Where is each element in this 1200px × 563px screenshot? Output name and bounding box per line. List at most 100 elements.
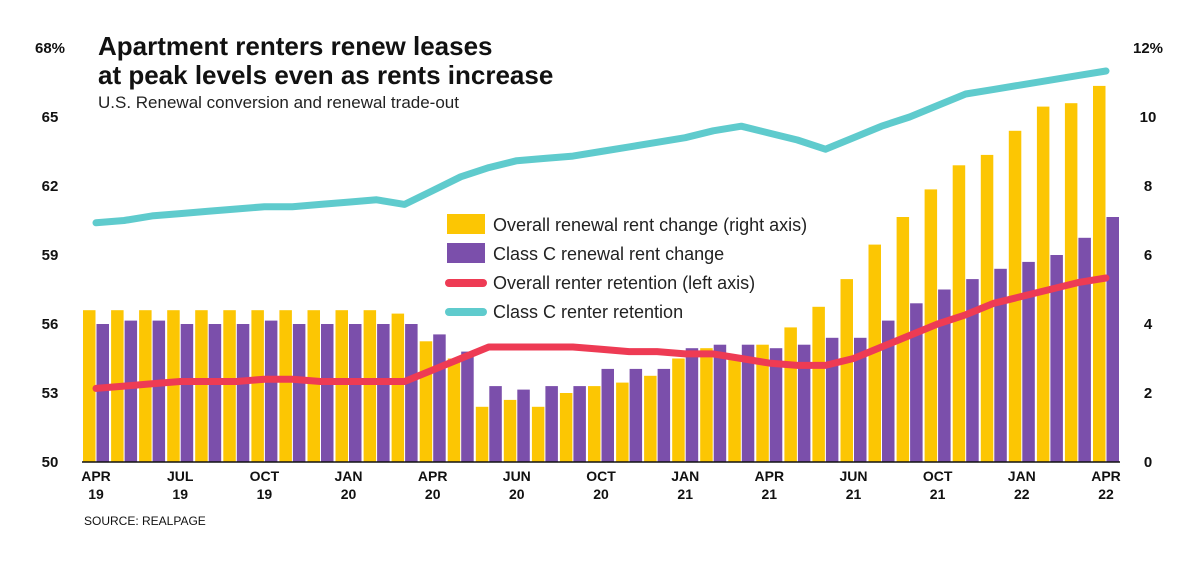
legend-class-c-renewal-rent-change-label: Class C renewal rent change: [493, 244, 724, 264]
x-tick-label-month: APR: [755, 468, 785, 484]
bar-overall-renewal-rent-change: [531, 406, 545, 462]
bar-overall-renewal-rent-change: [363, 310, 377, 462]
x-tick-label-month: JAN: [671, 468, 699, 484]
bar-class-c-renewal-rent-change: [349, 324, 362, 462]
bar-class-c-renewal-rent-change: [180, 324, 194, 462]
x-tick-label-year: 21: [930, 486, 946, 502]
x-tick-label-month: JUL: [167, 468, 194, 484]
x-tick-label-year: 21: [677, 486, 693, 502]
x-tick-label-year: 19: [257, 486, 273, 502]
bar-overall-renewal-rent-change: [728, 358, 741, 462]
bar-class-c-renewal-rent-change: [517, 389, 530, 462]
bar-class-c-renewal-rent-change: [966, 279, 979, 462]
line-overall-renter-retention: [92, 274, 1110, 392]
bar-class-c-renewal-rent-change: [910, 303, 923, 462]
legend-overall-renewal-rent-change-swatch: [447, 214, 485, 234]
bar-overall-renewal-rent-change: [279, 310, 292, 462]
chart-legend: Overall renewal rent change (right axis)…: [445, 214, 807, 322]
bar-overall-renewal-rent-change: [756, 344, 769, 462]
x-tick-label-month: JAN: [334, 468, 362, 484]
legend-overall-renter-retention-label: Overall renter retention (left axis): [493, 273, 755, 293]
x-tick-label-year: 20: [341, 486, 357, 502]
bar-class-c-renewal-rent-change: [797, 344, 811, 462]
bar-overall-renewal-rent-change: [1093, 85, 1106, 463]
y-left-tick-label: 50: [42, 454, 59, 471]
chart-title-line-1: Apartment renters renew leases: [98, 31, 493, 61]
bar-class-c-renewal-rent-change: [1022, 261, 1035, 462]
bar-class-c-renewal-rent-change: [236, 324, 250, 462]
legend-class-c-renter-retention-label: Class C renter retention: [493, 302, 683, 322]
x-tick-label-month: OCT: [586, 468, 616, 484]
x-tick-label-month: APR: [1091, 468, 1121, 484]
bar-class-c-renewal-rent-change: [1050, 255, 1063, 462]
bar-class-c-renewal-rent-change: [461, 351, 474, 462]
y-right-tick-label: 4: [1144, 316, 1153, 333]
x-tick-label-year: 19: [172, 486, 188, 502]
bar-overall-renewal-rent-change: [391, 313, 405, 462]
bar-class-c-renewal-rent-change: [208, 324, 222, 462]
bar-class-c-renewal-rent-change: [96, 324, 109, 462]
bar-overall-renewal-rent-change: [223, 310, 236, 462]
bar-class-c-renewal-rent-change: [573, 386, 586, 462]
y-left-tick-label: 65: [42, 109, 59, 126]
bar-class-c-renewal-rent-change: [882, 320, 895, 462]
bar-overall-renewal-rent-change: [1036, 106, 1050, 462]
bar-class-c-renewal-rent-change: [321, 324, 334, 462]
chart-title-line-2: at peak levels even as rents increase: [98, 60, 554, 90]
x-tick-label-month: JAN: [1008, 468, 1036, 484]
source-note: SOURCE: REALPAGE: [84, 514, 206, 528]
axes-layer: 68%65625956535012%1086420APR19JUL19OCT19…: [35, 40, 1163, 502]
bar-class-c-renewal-rent-change: [825, 337, 839, 462]
x-tick-label-year: 21: [762, 486, 778, 502]
x-tick-label-year: 20: [509, 486, 525, 502]
bar-overall-renewal-rent-change: [672, 358, 685, 462]
x-tick-label-month: JUN: [839, 468, 867, 484]
bar-class-c-renewal-rent-change: [994, 268, 1007, 462]
y-left-tick-label: 59: [42, 247, 59, 264]
lines-layer: [92, 67, 1110, 392]
bar-overall-renewal-rent-change: [784, 327, 797, 462]
bar-overall-renewal-rent-change: [616, 382, 629, 462]
bar-overall-renewal-rent-change: [700, 348, 713, 462]
bar-class-c-renewal-rent-change: [938, 289, 951, 462]
x-tick-label-month: APR: [81, 468, 111, 484]
x-tick-label-year: 22: [1098, 486, 1114, 502]
bar-overall-renewal-rent-change: [475, 406, 489, 462]
bar-overall-renewal-rent-change: [503, 399, 517, 462]
bar-class-c-renewal-rent-change: [545, 386, 558, 462]
chart-subtitle: U.S. Renewal conversion and renewal trad…: [98, 93, 459, 112]
bar-class-c-renewal-rent-change: [405, 324, 418, 462]
bar-class-c-renewal-rent-change: [854, 337, 867, 462]
bar-class-c-renewal-rent-change: [292, 324, 306, 462]
bar-class-c-renewal-rent-change: [1106, 217, 1119, 462]
x-tick-label-month: APR: [418, 468, 448, 484]
bar-overall-renewal-rent-change: [251, 310, 264, 462]
x-tick-label-month: OCT: [250, 468, 280, 484]
bar-overall-renewal-rent-change: [840, 279, 853, 462]
x-tick-label-year: 19: [88, 486, 104, 502]
y-right-tick-label: 10: [1140, 109, 1157, 126]
bar-overall-renewal-rent-change: [812, 306, 825, 463]
x-tick-label-year: 22: [1014, 486, 1030, 502]
legend-overall-renewal-rent-change-label: Overall renewal rent change (right axis): [493, 215, 807, 235]
bar-class-c-renewal-rent-change: [433, 334, 446, 462]
y-right-tick-label: 12%: [1133, 40, 1163, 57]
bar-class-c-renewal-rent-change: [657, 368, 671, 462]
bar-class-c-renewal-rent-change: [377, 324, 390, 462]
bar-class-c-renewal-rent-change: [741, 344, 755, 462]
x-tick-label-year: 20: [593, 486, 609, 502]
y-left-tick-label: 53: [42, 385, 59, 402]
bar-class-c-renewal-rent-change: [629, 368, 643, 462]
bar-overall-renewal-rent-change: [447, 358, 461, 462]
bar-class-c-renewal-rent-change: [152, 320, 166, 462]
legend-class-c-renewal-rent-change-swatch: [447, 243, 485, 263]
bar-class-c-renewal-rent-change: [1078, 237, 1091, 462]
bar-class-c-renewal-rent-change: [685, 348, 699, 462]
y-left-tick-label: 62: [42, 178, 59, 195]
x-tick-label-year: 21: [846, 486, 862, 502]
y-right-tick-label: 6: [1144, 247, 1152, 264]
y-right-tick-label: 2: [1144, 385, 1152, 402]
bar-overall-renewal-rent-change: [195, 310, 208, 462]
bar-overall-renewal-rent-change: [588, 386, 601, 462]
